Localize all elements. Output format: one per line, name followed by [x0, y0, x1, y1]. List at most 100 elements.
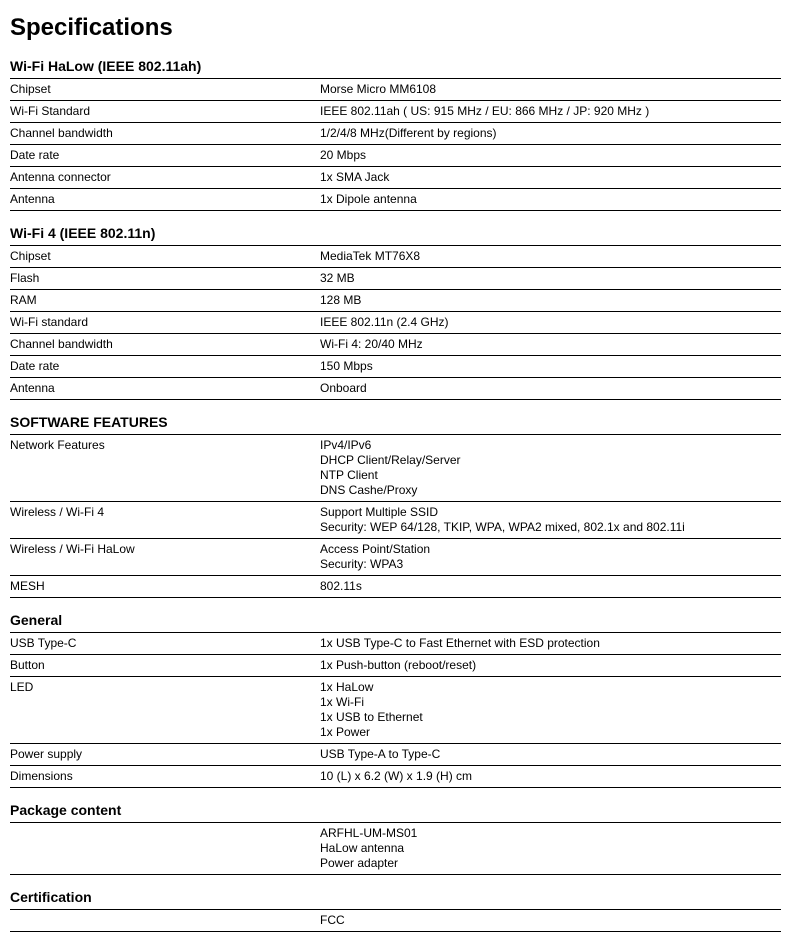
- spec-value: ARFHL-UM-MS01HaLow antennaPower adapter: [320, 823, 781, 874]
- spec-label: Flash: [10, 268, 320, 288]
- spec-label: Antenna: [10, 189, 320, 209]
- spec-value: 1x HaLow1x Wi-Fi1x USB to Ethernet1x Pow…: [320, 677, 781, 743]
- spec-value: 32 MB: [320, 268, 781, 289]
- spec-value: 10 (L) x 6.2 (W) x 1.9 (H) cm: [320, 766, 781, 787]
- spec-label: RAM: [10, 290, 320, 310]
- section-title: General: [10, 606, 781, 633]
- spec-section: Package contentARFHL-UM-MS01HaLow antenn…: [10, 796, 781, 875]
- spec-value: IEEE 802.11n (2.4 GHz): [320, 312, 781, 333]
- spec-value-line: DHCP Client/Relay/Server: [320, 453, 781, 468]
- spec-value-line: MediaTek MT76X8: [320, 249, 781, 264]
- spec-row: Wi-Fi standardIEEE 802.11n (2.4 GHz): [10, 312, 781, 334]
- spec-label: Button: [10, 655, 320, 675]
- spec-row: ChipsetMediaTek MT76X8: [10, 246, 781, 268]
- spec-label: Chipset: [10, 79, 320, 99]
- spec-row: Wireless / Wi-Fi HaLowAccess Point/Stati…: [10, 539, 781, 576]
- spec-value-line: 150 Mbps: [320, 359, 781, 374]
- spec-row: USB Type-C1x USB Type-C to Fast Ethernet…: [10, 633, 781, 655]
- spec-label: Antenna: [10, 378, 320, 398]
- spec-row: Channel bandwidth1/2/4/8 MHz(Different b…: [10, 123, 781, 145]
- page-title: Specifications: [10, 14, 781, 42]
- spec-value-line: 1x Dipole antenna: [320, 192, 781, 207]
- section-title: Wi-Fi HaLow (IEEE 802.11ah): [10, 52, 781, 79]
- spec-value-line: NTP Client: [320, 468, 781, 483]
- spec-value: 150 Mbps: [320, 356, 781, 377]
- spec-value-line: 1x HaLow: [320, 680, 781, 695]
- spec-label: Wireless / Wi-Fi HaLow: [10, 539, 320, 559]
- spec-value-line: 1x Wi-Fi: [320, 695, 781, 710]
- spec-label: [10, 823, 320, 829]
- spec-row: Antenna1x Dipole antenna: [10, 189, 781, 211]
- spec-value-line: IEEE 802.11n (2.4 GHz): [320, 315, 781, 330]
- spec-value: 1x Dipole antenna: [320, 189, 781, 210]
- spec-value: Support Multiple SSIDSecurity: WEP 64/12…: [320, 502, 781, 538]
- spec-value-line: 32 MB: [320, 271, 781, 286]
- spec-label: Power supply: [10, 744, 320, 764]
- spec-value-line: Security: WEP 64/128, TKIP, WPA, WPA2 mi…: [320, 520, 781, 535]
- spec-value: MediaTek MT76X8: [320, 246, 781, 267]
- spec-value-line: 1/2/4/8 MHz(Different by regions): [320, 126, 781, 141]
- spec-value-line: USB Type-A to Type-C: [320, 747, 781, 762]
- spec-value: 128 MB: [320, 290, 781, 311]
- section-title: SOFTWARE FEATURES: [10, 408, 781, 435]
- spec-row: Power supplyUSB Type-A to Type-C: [10, 744, 781, 766]
- spec-label: Wi-Fi Standard: [10, 101, 320, 121]
- spec-row: RAM128 MB: [10, 290, 781, 312]
- spec-value: FCC: [320, 910, 781, 931]
- spec-label: Wireless / Wi-Fi 4: [10, 502, 320, 522]
- specifications-container: Wi-Fi HaLow (IEEE 802.11ah)ChipsetMorse …: [10, 52, 781, 932]
- spec-row: Button1x Push-button (reboot/reset): [10, 655, 781, 677]
- spec-value: IEEE 802.11ah ( US: 915 MHz / EU: 866 MH…: [320, 101, 781, 122]
- spec-section: Wi-Fi HaLow (IEEE 802.11ah)ChipsetMorse …: [10, 52, 781, 211]
- spec-value-line: 20 Mbps: [320, 148, 781, 163]
- spec-value: 1x USB Type-C to Fast Ethernet with ESD …: [320, 633, 781, 654]
- spec-label: Network Features: [10, 435, 320, 455]
- spec-label: MESH: [10, 576, 320, 596]
- spec-value-line: 1x Push-button (reboot/reset): [320, 658, 781, 673]
- spec-row: ARFHL-UM-MS01HaLow antennaPower adapter: [10, 823, 781, 875]
- spec-value-line: Security: WPA3: [320, 557, 781, 572]
- spec-row: Wireless / Wi-Fi 4Support Multiple SSIDS…: [10, 502, 781, 539]
- spec-value-line: FCC: [320, 913, 781, 928]
- spec-value-line: HaLow antenna: [320, 841, 781, 856]
- spec-section: CertificationFCC: [10, 883, 781, 932]
- spec-value: Access Point/StationSecurity: WPA3: [320, 539, 781, 575]
- spec-value-line: 1x USB to Ethernet: [320, 710, 781, 725]
- spec-value-line: 1x SMA Jack: [320, 170, 781, 185]
- spec-value: USB Type-A to Type-C: [320, 744, 781, 765]
- spec-label: LED: [10, 677, 320, 697]
- spec-row: AntennaOnboard: [10, 378, 781, 400]
- spec-value: 20 Mbps: [320, 145, 781, 166]
- spec-value-line: IPv4/IPv6: [320, 438, 781, 453]
- spec-value: Onboard: [320, 378, 781, 399]
- spec-row: Date rate20 Mbps: [10, 145, 781, 167]
- spec-value-line: Support Multiple SSID: [320, 505, 781, 520]
- spec-row: FCC: [10, 910, 781, 932]
- spec-label: Channel bandwidth: [10, 123, 320, 143]
- spec-label: Channel bandwidth: [10, 334, 320, 354]
- spec-value-line: 10 (L) x 6.2 (W) x 1.9 (H) cm: [320, 769, 781, 784]
- spec-value-line: 802.11s: [320, 579, 781, 594]
- spec-value: IPv4/IPv6DHCP Client/Relay/ServerNTP Cli…: [320, 435, 781, 501]
- section-title: Package content: [10, 796, 781, 823]
- spec-value-line: DNS Cashe/Proxy: [320, 483, 781, 498]
- spec-row: Date rate150 Mbps: [10, 356, 781, 378]
- spec-value-line: 128 MB: [320, 293, 781, 308]
- spec-section: GeneralUSB Type-C1x USB Type-C to Fast E…: [10, 606, 781, 788]
- spec-value-line: 1x Power: [320, 725, 781, 740]
- spec-value: 802.11s: [320, 576, 781, 597]
- spec-value-line: Wi-Fi 4: 20/40 MHz: [320, 337, 781, 352]
- spec-value-line: Power adapter: [320, 856, 781, 871]
- spec-label: Dimensions: [10, 766, 320, 786]
- spec-row: ChipsetMorse Micro MM6108: [10, 79, 781, 101]
- spec-label: Wi-Fi standard: [10, 312, 320, 332]
- spec-label: Antenna connector: [10, 167, 320, 187]
- spec-value: 1/2/4/8 MHz(Different by regions): [320, 123, 781, 144]
- spec-row: Dimensions10 (L) x 6.2 (W) x 1.9 (H) cm: [10, 766, 781, 788]
- spec-section: SOFTWARE FEATURESNetwork FeaturesIPv4/IP…: [10, 408, 781, 598]
- spec-row: Network FeaturesIPv4/IPv6DHCP Client/Rel…: [10, 435, 781, 502]
- spec-value: Wi-Fi 4: 20/40 MHz: [320, 334, 781, 355]
- spec-value-line: Onboard: [320, 381, 781, 396]
- spec-value-line: IEEE 802.11ah ( US: 915 MHz / EU: 866 MH…: [320, 104, 781, 119]
- spec-value: 1x Push-button (reboot/reset): [320, 655, 781, 676]
